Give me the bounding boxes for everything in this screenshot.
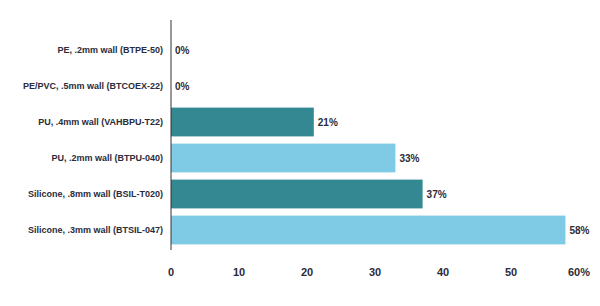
data-label: 58% <box>569 225 589 236</box>
chart: PE, .2mm wall (BTPE-50) 0% PE/PVC, .5mm wa… <box>0 0 600 306</box>
category-label: PE, .2mm wall (BTPE-50) <box>57 45 163 55</box>
data-label: 0% <box>175 45 190 56</box>
data-label: 21% <box>318 117 338 128</box>
data-label: 0% <box>175 81 190 92</box>
category-label: Silicone, .8mm wall (BSIL-T020) <box>28 189 163 199</box>
category-label: PU, .2mm wall (BTPU-040) <box>51 153 163 163</box>
x-tick-label: 30 <box>369 266 381 278</box>
category-label: PE/PVC, .5mm wall (BTCOEX-22) <box>23 81 163 91</box>
x-tick-label: 60% <box>568 266 590 278</box>
data-label: 37% <box>427 189 447 200</box>
x-tick-label: 0 <box>168 266 174 278</box>
bars <box>171 108 565 245</box>
bar <box>171 216 565 245</box>
x-tick-label: 40 <box>437 266 449 278</box>
x-tick-label: 50 <box>505 266 517 278</box>
category-label: Silicone, .3mm wall (BTSIL-047) <box>28 225 163 235</box>
category-label: PU, .4mm wall (VAHBPU-T22) <box>38 117 163 127</box>
bar <box>171 144 395 173</box>
data-label: 33% <box>399 153 419 164</box>
bar <box>171 180 423 209</box>
x-tick-label: 20 <box>301 266 313 278</box>
y-axis-line <box>171 20 172 250</box>
bar <box>171 108 314 137</box>
x-tick-label: 10 <box>233 266 245 278</box>
